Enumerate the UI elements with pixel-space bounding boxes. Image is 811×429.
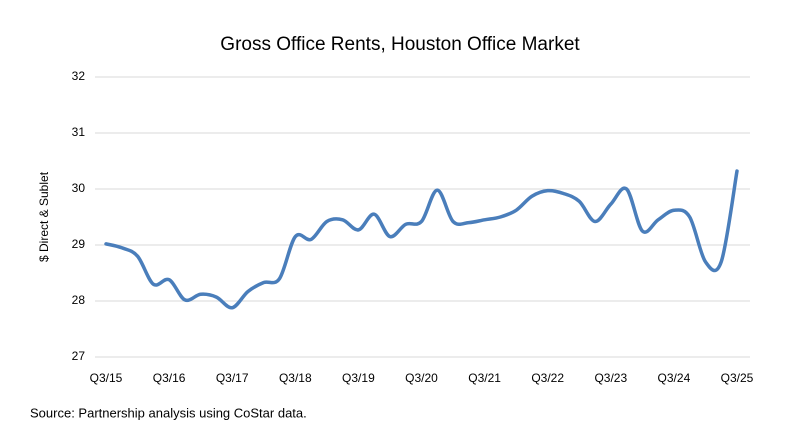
- y-tick-label: 30: [72, 181, 86, 195]
- x-tick-label: Q3/25: [721, 371, 754, 385]
- x-tick-label: Q3/24: [658, 371, 691, 385]
- y-axis-label: $ Direct & Sublet: [37, 171, 51, 262]
- y-tick-label: 31: [72, 125, 86, 139]
- x-tick-label: Q3/23: [594, 371, 627, 385]
- x-tick-label: Q3/22: [531, 371, 564, 385]
- x-tick-label: Q3/19: [342, 371, 375, 385]
- chart-title: Gross Office Rents, Houston Office Marke…: [220, 34, 580, 55]
- x-tick-label: Q3/16: [153, 371, 186, 385]
- x-tick-label: Q3/20: [405, 371, 438, 385]
- y-tick-label: 28: [72, 293, 86, 307]
- data-line: [104, 169, 739, 310]
- source-note: Source: Partnership analysis using CoSta…: [30, 405, 307, 420]
- x-tick-label: Q3/21: [468, 371, 501, 385]
- x-tick-label: Q3/15: [90, 371, 123, 385]
- x-tick-label: Q3/17: [216, 371, 249, 385]
- y-tick-label: 32: [72, 69, 86, 83]
- x-tick-label: Q3/18: [279, 371, 312, 385]
- y-tick-label: 29: [72, 237, 86, 251]
- y-tick-label: 27: [72, 349, 86, 363]
